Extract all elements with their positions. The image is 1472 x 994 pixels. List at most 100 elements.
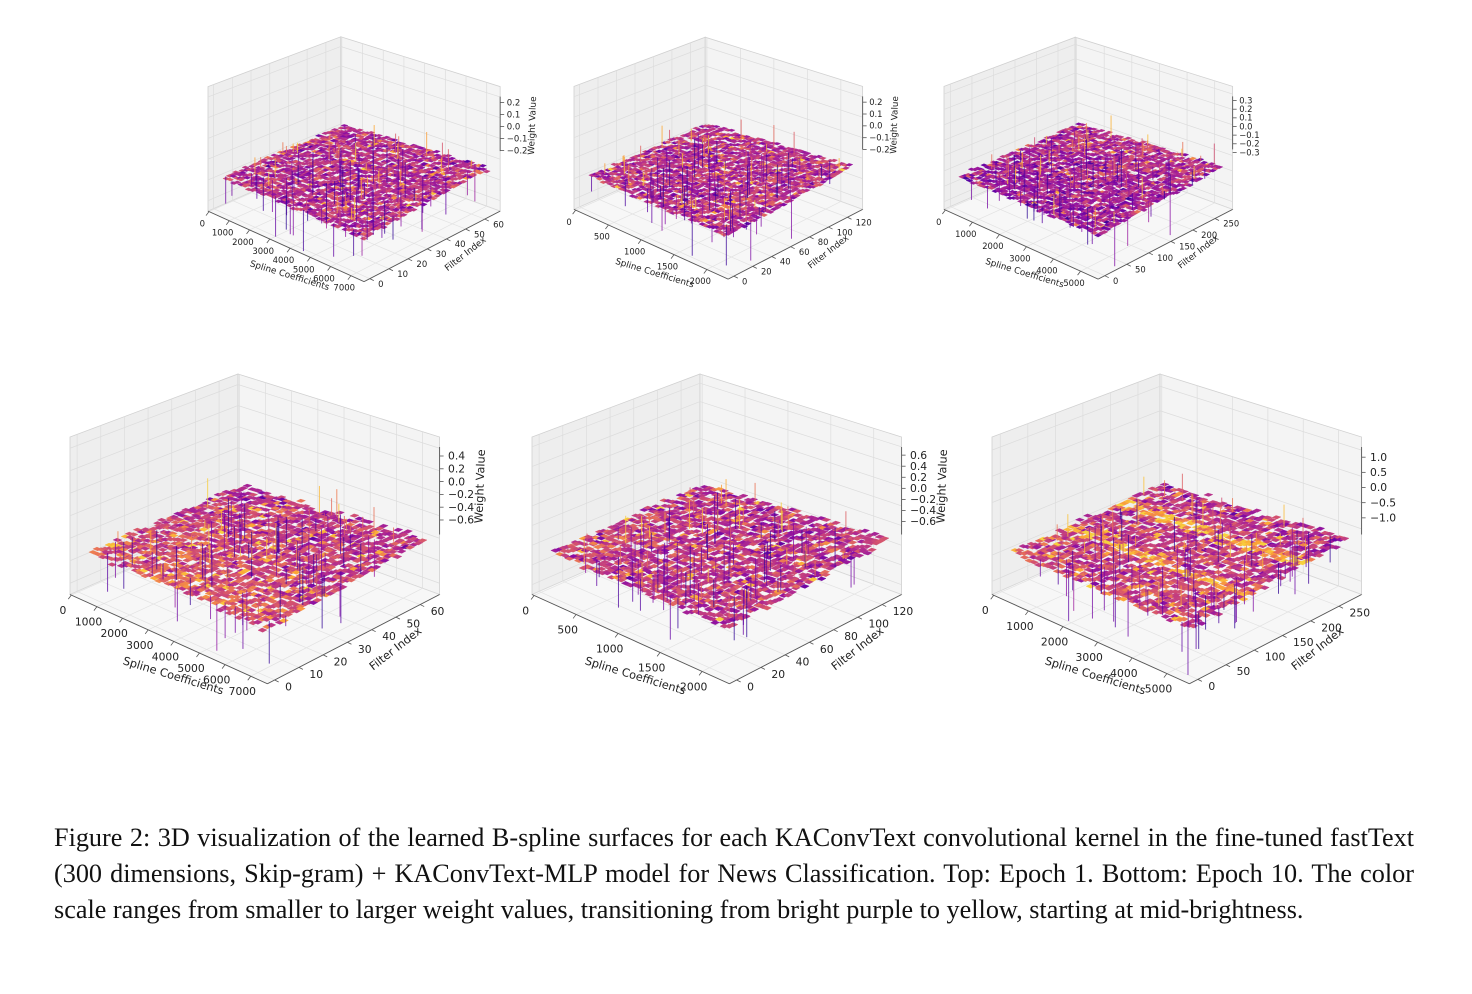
z-tick-label: 0.0 [1370,481,1387,494]
chart-panel-5: 0 500 1000 1500 2000 0 20 40 60 80 100 120 0.60.40.2… [522,373,950,697]
x-axis-line [943,208,1099,280]
y-tick-label: 200 [1321,621,1342,634]
x-tick-label: 3000 [1009,253,1030,263]
y-tick-label: 100 [1157,253,1173,263]
z-tick-label: 0.0 [1239,121,1252,131]
y-tick-label: 250 [1223,219,1239,229]
z-tick-label: 0.0 [507,122,521,132]
z-axis-label: Weight Value [934,449,950,523]
z-tick-label: 0.2 [910,471,927,484]
x-tick-label: 4000 [273,256,295,266]
y-tick-label: 40 [455,240,466,250]
y-tick-label: 120 [893,605,914,618]
z-tick-label: −0.2 [448,488,474,501]
z-tick-label: 0.1 [1239,113,1252,123]
y-tick-label: 40 [796,655,810,668]
y-tick-label: 40 [780,257,791,267]
figure-caption: Figure 2: 3D visualization of the learne… [54,823,1414,924]
y-tick-label: 100 [868,618,889,631]
x-tick-label: 4000 [152,650,180,663]
y-tick-label: 0 [742,276,747,286]
z-tick-label: 0.4 [448,450,465,463]
x-tick-label: 4000 [1036,266,1057,276]
z-tick-label: 0.0 [910,482,927,495]
y-tick-label: 20 [334,655,348,668]
y-tick-label: 30 [358,643,372,656]
x-axis-label: Spline Coefficients [614,257,695,291]
z-tick-label: −0.2 [1239,139,1259,149]
x-tick-label: 0 [566,217,571,227]
z-tick-label: 0.5 [1370,466,1387,479]
y-tick-label: 10 [397,270,408,280]
z-axis-label: Weight Value [527,96,539,155]
y-tick-label: 0 [378,280,383,290]
z-tick-label: 1.0 [1370,451,1387,464]
x-axis-line [991,594,1190,685]
z-tick-label: −0.4 [910,504,936,517]
z-axis-label: Weight Value [889,96,901,154]
z-tick-label: −0.6 [448,514,474,527]
y-tick-label: 50 [474,230,485,240]
z-tick-label: −0.3 [1239,147,1259,157]
x-tick-label: 1500 [638,661,666,674]
y-tick-label: 0 [1208,680,1215,693]
y-tick-label: 30 [436,250,447,260]
x-tick-label: 500 [594,232,610,242]
z-tick-label: −0.1 [507,134,528,144]
y-tick-label: 0 [285,680,292,693]
z-tick-label: 0.2 [448,462,465,475]
z-tick-label: 0.1 [507,110,521,120]
x-tick-label: 3000 [252,247,274,257]
x-tick-label: 2000 [232,238,254,248]
y-tick-label: 80 [844,630,858,643]
x-tick-label: 0 [936,217,941,227]
x-tick-label: 5000 [293,265,315,275]
y-axis-line [1097,209,1233,280]
z-tick-label: 0.3 [1239,95,1252,105]
chart-panel-6: 0 1000 2000 3000 4000 5000 0 50 100 150 200 250 1.0 0… [982,373,1396,697]
z-tick-label: −0.4 [448,501,474,514]
y-tick-label: 200 [1201,230,1217,240]
y-tick-label: 150 [1293,636,1314,649]
y-tick-label: 60 [820,643,834,656]
x-tick-label: 7000 [229,685,257,698]
z-tick-label: −0.6 [910,515,936,528]
x-tick-label: 0 [200,219,205,229]
x-tick-label: 0 [59,604,66,617]
z-tick-label: −0.2 [507,146,528,156]
z-tick-label: −0.2 [910,493,936,506]
x-tick-label: 1000 [212,229,234,239]
x-tick-label: 6000 [203,674,231,687]
x-tick-label: 2000 [1041,635,1069,648]
x-tick-label: 2000 [690,276,711,286]
weight-surface [222,124,491,257]
y-tick-label: 50 [1237,665,1251,678]
x-tick-label: 3000 [1076,651,1104,664]
x-axis-line [531,594,730,685]
y-tick-label: 50 [406,618,420,631]
x-tick-label: 500 [557,623,578,636]
y-tick-label: 150 [1179,242,1195,252]
weight-surface [958,115,1224,267]
x-tick-label: 7000 [333,284,355,294]
x-tick-label: 1000 [1006,620,1034,633]
z-tick-label: 0.6 [910,449,927,462]
y-axis-line [363,210,501,283]
y-tick-label: 100 [1265,651,1286,664]
x-tick-label: 3000 [126,639,154,652]
y-tick-label: 120 [856,217,872,227]
y-tick-label: 20 [771,668,785,681]
y-axis-line [727,209,863,280]
y-tick-label: 20 [761,267,772,277]
z-tick-label: −1.0 [1370,512,1396,525]
y-tick-label: 20 [416,260,427,270]
z-tick-label: 0.1 [869,109,882,119]
weight-surface [550,479,890,641]
z-axis-label: Weight Value [472,449,488,523]
z-tick-label: −0.1 [1239,130,1259,140]
z-tick-label: −0.5 [1370,496,1396,509]
y-axis-line [729,594,902,685]
